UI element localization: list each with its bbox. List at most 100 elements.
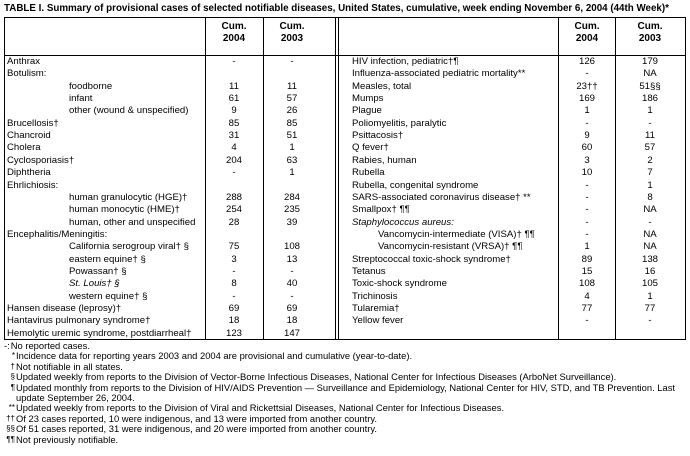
case-count: 69 <box>228 303 240 314</box>
case-count: 1 <box>584 241 590 253</box>
disease-name: Influenza-associated pediatric mortality… <box>352 68 526 80</box>
case-count: 169 <box>578 93 595 105</box>
disease-name: California serogroup viral† § <box>69 241 189 253</box>
case-count: - <box>290 265 294 277</box>
disease-name: Cholera <box>7 142 41 154</box>
case-count: - <box>232 265 236 277</box>
case-count: - <box>648 315 652 327</box>
disease-name: Cyclosporiasis† <box>7 154 75 166</box>
disease-name: Hemolytic uremic syndrome, postdiarrheal… <box>7 327 192 339</box>
case-count: 31 <box>228 130 240 142</box>
disease-name: Ehrlichiosis: <box>7 179 59 191</box>
case-count: - <box>585 191 589 203</box>
disease-name: human granulocytic (HGE)† <box>69 191 188 203</box>
disease-name: Plague <box>352 105 382 117</box>
case-count: 1 <box>647 290 653 302</box>
disease-name: Rubella <box>352 167 385 179</box>
case-count: 57 <box>644 142 656 154</box>
case-count: 126 <box>578 56 595 67</box>
disease-name: Rabies, human <box>352 154 417 166</box>
case-count: 3 <box>584 154 590 166</box>
footnote-text: No reported cases. <box>10 340 90 351</box>
footnote-mark: ** <box>8 403 15 413</box>
column-header-year: 2004 <box>222 33 246 44</box>
case-count: - <box>232 290 236 302</box>
case-count: - <box>648 216 652 228</box>
table-title: TABLE I. Summary of provisional cases of… <box>4 3 669 14</box>
case-count: - <box>585 204 589 216</box>
disease-name: Vancomycin-intermediate (VISA)† ¶¶ <box>378 228 535 240</box>
case-count: - <box>585 315 589 327</box>
disease-name: SARS-associated coronavirus disease† ** <box>352 191 531 203</box>
case-count: - <box>585 117 589 129</box>
column-header-label: Cum. <box>574 21 600 32</box>
case-count: 288 <box>225 191 242 203</box>
case-count: 1 <box>647 105 653 117</box>
case-count: 18 <box>228 315 240 327</box>
disease-name: Tetanus <box>352 265 386 277</box>
case-count: 108 <box>578 278 595 290</box>
disease-name: Poliomyelitis, paralytic <box>352 117 447 129</box>
disease-name: Diphtheria <box>7 167 51 179</box>
case-count: NA <box>643 68 657 80</box>
disease-name: Hansen disease (leprosy)† <box>7 303 122 314</box>
case-count: 18 <box>286 315 298 327</box>
footnote-text: Not notifiable in all states. <box>16 360 123 372</box>
case-count: 284 <box>283 191 300 203</box>
case-count: 11 <box>645 130 655 142</box>
disease-name: Toxic-shock syndrome <box>352 278 447 290</box>
case-count: - <box>232 56 236 67</box>
case-count: 3 <box>231 253 237 265</box>
case-count: - <box>585 216 589 228</box>
case-count: 254 <box>225 204 242 216</box>
case-count: 13 <box>286 253 298 265</box>
case-count: 204 <box>225 154 242 166</box>
footnote: ¶¶ Not previously notifiable. <box>4 434 686 445</box>
case-count: 235 <box>283 204 300 216</box>
case-count: 15 <box>581 265 593 277</box>
case-count: 4 <box>231 142 237 154</box>
case-count: 63 <box>286 154 298 166</box>
disease-name: western equine† § <box>69 290 148 302</box>
disease-name: St. Louis† § <box>69 278 120 290</box>
case-count: 69 <box>286 303 298 314</box>
case-count: NA <box>643 241 657 253</box>
disease-name: Staphylococcus aureus: <box>352 216 454 228</box>
disease-name: Chancroid <box>7 130 51 142</box>
footnote: §§ Of 51 cases reported, 31 were indigeno… <box>4 423 686 435</box>
disease-name: human, other and unspecified <box>69 216 196 228</box>
footnote-text: Of 51 cases reported, 31 were indigenous… <box>16 423 377 435</box>
case-count: 105 <box>641 278 658 290</box>
disease-name: Brucellosis† <box>7 117 59 129</box>
case-count: 9 <box>584 130 590 142</box>
case-count: 10 <box>581 167 593 179</box>
disease-name: Yellow fever <box>352 315 404 327</box>
case-count: 147 <box>283 327 300 339</box>
case-count: 61 <box>228 93 240 105</box>
column-header-year: 2003 <box>638 33 662 44</box>
disease-name: foodborne <box>69 80 113 92</box>
disease-name: Measles, total <box>352 80 412 92</box>
footnote-mark: * <box>11 351 15 361</box>
column-header-label: Cum. <box>221 21 247 32</box>
footnote-mark: †† <box>6 413 15 423</box>
case-count: 85 <box>286 117 298 129</box>
footnote: * Incidence data for reporting years 2003… <box>4 350 686 361</box>
disease-name: Anthrax <box>7 56 41 67</box>
case-count: 4 <box>584 290 590 302</box>
case-count: 40 <box>286 278 298 290</box>
footnote: † Not notifiable in all states. <box>4 360 686 372</box>
case-count: 51§§ <box>639 80 661 92</box>
footnote-text: Updated weekly from reports to the Divis… <box>16 402 505 414</box>
footnote-mark: ¶¶ <box>6 434 15 444</box>
footnote-mark: -: <box>4 340 10 351</box>
footnote: ¶ Updated monthly from reports to the Div… <box>4 382 686 404</box>
case-count: 123 <box>225 327 242 339</box>
case-count: 179 <box>641 56 658 67</box>
footnote-mark: §§ <box>6 424 15 434</box>
case-count: - <box>232 167 236 179</box>
disease-name: Powassan† § <box>69 265 127 277</box>
case-count: NA <box>643 228 657 240</box>
footnote: †† Of 23 cases reported, 10 were indigeno… <box>4 413 686 424</box>
